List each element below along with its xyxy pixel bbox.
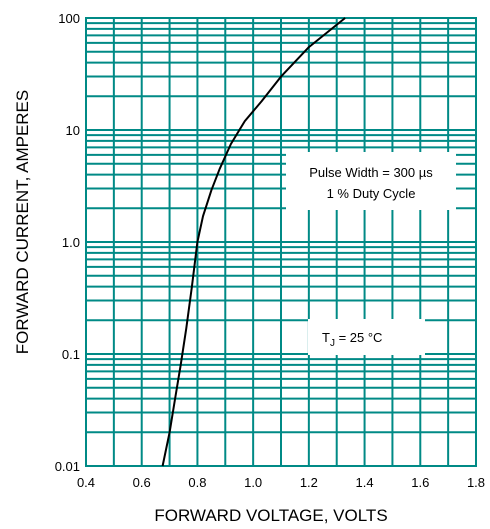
- curve-layer: [161, 17, 346, 467]
- x-tick-label: 0.6: [133, 475, 151, 490]
- y-tick-label: 1.0: [62, 235, 80, 250]
- x-tick-label: 1.8: [467, 475, 485, 490]
- y-tick-label: 10: [66, 123, 80, 138]
- x-tick-label: 1.2: [300, 475, 318, 490]
- junction-temp-box: [308, 319, 425, 355]
- x-tick-label: 1.0: [244, 475, 262, 490]
- junction-temp-annotation: TJ = 25 °C: [308, 319, 425, 355]
- forward-current-curve: [161, 17, 346, 467]
- pulse-annotation-box: [286, 152, 456, 210]
- tj-subscript: J: [330, 338, 335, 349]
- pulse-annotation: Pulse Width = 300 µs 1 % Duty Cycle: [286, 152, 456, 210]
- x-tick-labels: 0.4 0.6 0.8 1.0 1.2 1.4 1.6 1.8: [77, 475, 485, 490]
- y-tick-label: 100: [58, 11, 80, 26]
- chart-grid: [85, 17, 477, 467]
- plot-frame: [85, 17, 477, 467]
- x-tick-label: 1.4: [356, 475, 374, 490]
- tj-rest: = 25 °C: [335, 330, 382, 345]
- junction-temp-label: TJ = 25 °C: [322, 330, 382, 349]
- y-tick-label: 0.1: [62, 347, 80, 362]
- x-tick-label: 0.8: [188, 475, 206, 490]
- x-tick-label: 0.4: [77, 475, 95, 490]
- y-axis-title: FORWARD CURRENT, AMPERES: [13, 90, 32, 354]
- y-tick-label: 0.01: [55, 459, 80, 474]
- pulse-width-label: Pulse Width = 300 µs: [309, 165, 433, 180]
- y-tick-labels: 0.01 0.1 1.0 10 100: [55, 11, 80, 474]
- duty-cycle-label: 1 % Duty Cycle: [327, 186, 416, 201]
- x-axis-title: FORWARD VOLTAGE, VOLTS: [154, 506, 387, 525]
- tj-prefix: T: [322, 330, 330, 345]
- x-tick-label: 1.6: [411, 475, 429, 490]
